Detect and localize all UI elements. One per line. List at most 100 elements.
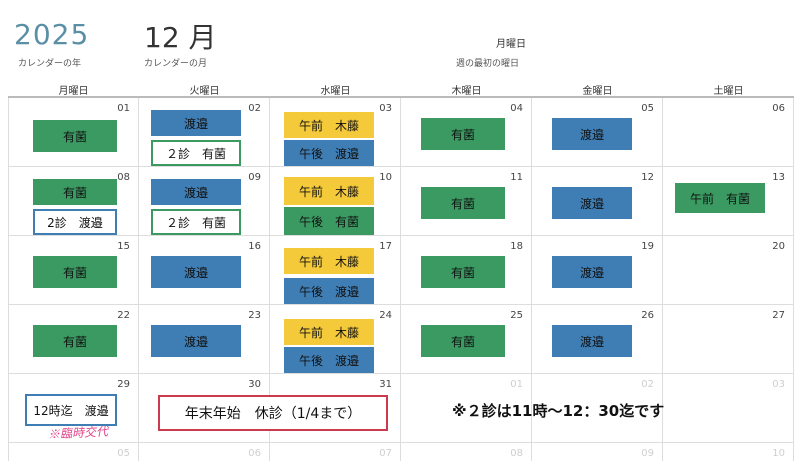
shift-entry: 12時迄 渡邉	[25, 394, 117, 426]
shift-entry: 渡邉	[552, 325, 632, 357]
shift-entry: ２診 有菌	[151, 140, 241, 166]
day-cell[interactable]: 05 渡邉	[532, 98, 663, 167]
day-cell[interactable]: 10	[663, 443, 794, 461]
day-number: 06	[772, 103, 785, 114]
calendar-month-label: カレンダーの月	[144, 59, 208, 69]
shift-entry: 午前 有菌	[675, 183, 765, 213]
day-cell[interactable]: 18 有菌	[401, 236, 532, 305]
calendar-grid: 01 有菌 02 渡邉 ２診 有菌 03 午前 木藤 午後 渡邉 04 有菌 05 渡邉 06 08 有菌 2…	[8, 98, 794, 461]
day-number: 03	[772, 379, 785, 390]
day-cell[interactable]: 06	[139, 443, 270, 461]
second-clinic-hours-note: ※２診は11時～12：30迄です	[452, 402, 665, 420]
year-end-closure-notice: 年末年始 休診（1/4まで）	[158, 395, 388, 431]
day-cell[interactable]: 12 渡邉	[532, 167, 663, 236]
day-cell[interactable]: 09 渡邉 ２診 有菌	[139, 167, 270, 236]
day-number: 20	[772, 241, 785, 252]
day-cell[interactable]: 04 有菌	[401, 98, 532, 167]
day-number: 03	[379, 103, 392, 114]
day-number: 22	[117, 310, 130, 321]
shift-entry: 2診 渡邉	[33, 209, 117, 235]
day-cell[interactable]: 11 有菌	[401, 167, 532, 236]
shift-entry: 有菌	[421, 187, 505, 219]
shift-entry: 午前 木藤	[284, 248, 374, 274]
shift-entry: 有菌	[33, 179, 117, 205]
shift-entry: 渡邉	[151, 110, 241, 136]
day-number: 01	[117, 103, 130, 114]
weekday-header: 火曜日	[189, 86, 220, 97]
handwritten-note: ※臨時交代	[47, 424, 109, 442]
day-cell[interactable]: 26 渡邉	[532, 305, 663, 374]
day-cell[interactable]: 19 渡邉	[532, 236, 663, 305]
header-divider	[8, 96, 794, 98]
day-cell[interactable]: 03	[663, 374, 794, 443]
weekday-header: 金曜日	[582, 86, 613, 97]
day-cell[interactable]: 05	[8, 443, 139, 461]
day-cell[interactable]: 13 午前 有菌	[663, 167, 794, 236]
weekday-header: 土曜日	[713, 86, 744, 97]
day-cell[interactable]: 20	[663, 236, 794, 305]
week-start-value: 月曜日	[496, 39, 526, 50]
day-number: 17	[379, 241, 392, 252]
shift-entry: 渡邉	[151, 179, 241, 205]
day-cell[interactable]: 01 有菌	[8, 98, 139, 167]
day-cell[interactable]: 31	[270, 374, 401, 443]
shift-entry: 有菌	[33, 325, 117, 357]
day-number: 09	[641, 448, 654, 459]
shift-entry: 午前 木藤	[284, 319, 374, 345]
shift-entry: 渡邉	[552, 187, 632, 219]
day-number: 19	[641, 241, 654, 252]
day-cell[interactable]: 15 有菌	[8, 236, 139, 305]
shift-entry: 有菌	[421, 325, 505, 357]
day-cell[interactable]: 10 午前 木藤 午後 有菌	[270, 167, 401, 236]
day-cell[interactable]: 16 渡邉	[139, 236, 270, 305]
day-number: 26	[641, 310, 654, 321]
day-number: 31	[379, 379, 392, 390]
shift-entry: 渡邉	[151, 325, 241, 357]
day-number: 27	[772, 310, 785, 321]
day-cell[interactable]: 06	[663, 98, 794, 167]
shift-entry: 有菌	[421, 118, 505, 150]
day-number: 06	[248, 448, 261, 459]
day-cell[interactable]: 02 渡邉 ２診 有菌	[139, 98, 270, 167]
shift-entry: 午後 渡邉	[284, 278, 374, 304]
shift-entry: 渡邉	[151, 256, 241, 288]
day-cell[interactable]: 03 午前 木藤 午後 渡邉	[270, 98, 401, 167]
day-cell[interactable]: 22 有菌	[8, 305, 139, 374]
day-cell[interactable]: 25 有菌	[401, 305, 532, 374]
day-cell[interactable]: 09	[532, 443, 663, 461]
day-number: 23	[248, 310, 261, 321]
day-number: 10	[772, 448, 785, 459]
day-cell[interactable]: 08	[401, 443, 532, 461]
day-cell[interactable]: 27	[663, 305, 794, 374]
day-number: 08	[510, 448, 523, 459]
day-number: 05	[117, 448, 130, 459]
shift-entry: 午前 木藤	[284, 177, 374, 205]
day-number: 13	[772, 172, 785, 183]
day-cell[interactable]: 24 午前 木藤 午後 渡邉	[270, 305, 401, 374]
weekday-header: 月曜日	[58, 86, 89, 97]
shift-entry: 渡邉	[552, 118, 632, 150]
day-cell[interactable]: 01	[401, 374, 532, 443]
day-cell[interactable]: 02	[532, 374, 663, 443]
calendar-year-label: カレンダーの年	[18, 59, 82, 69]
day-cell[interactable]: 29 12時迄 渡邉	[8, 374, 139, 443]
day-number: 02	[641, 379, 654, 390]
shift-entry: 有菌	[33, 256, 117, 288]
day-number: 05	[641, 103, 654, 114]
day-number: 15	[117, 241, 130, 252]
day-cell[interactable]: 23 渡邉	[139, 305, 270, 374]
weekday-header: 木曜日	[451, 86, 482, 97]
day-cell[interactable]: 07	[270, 443, 401, 461]
shift-entry: 午後 渡邉	[284, 140, 374, 166]
day-number: 29	[117, 379, 130, 390]
shift-entry: 有菌	[421, 256, 505, 288]
week-start-label: 週の最初の曜日	[456, 59, 520, 69]
shift-entry: 午後 渡邉	[284, 347, 374, 373]
day-cell[interactable]: 08 有菌 2診 渡邉	[8, 167, 139, 236]
day-number: 10	[379, 172, 392, 183]
day-number: 16	[248, 241, 261, 252]
day-number: 02	[248, 103, 261, 114]
day-cell[interactable]: 17 午前 木藤午後 渡邉	[270, 236, 401, 305]
day-number: 07	[379, 448, 392, 459]
day-number: 25	[510, 310, 523, 321]
